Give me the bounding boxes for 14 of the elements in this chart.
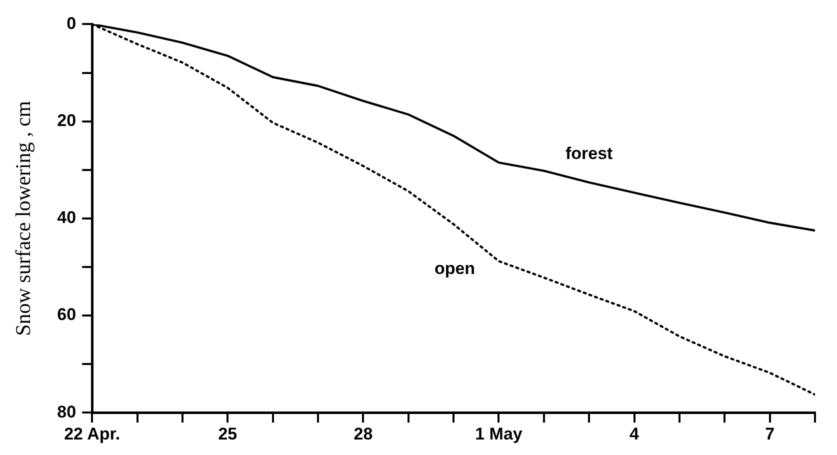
y-tick-label: 40 bbox=[57, 208, 76, 228]
y-tick-label: 60 bbox=[57, 305, 76, 324]
series-label: open bbox=[434, 258, 476, 278]
x-tick-label: 1 May bbox=[475, 424, 523, 444]
x-tick-label: 4 bbox=[630, 424, 640, 444]
y-axis-title: Snow surface lowering , cm bbox=[11, 100, 36, 336]
y-tick-label: 20 bbox=[57, 110, 76, 130]
x-tick-label: 22 Apr. bbox=[64, 424, 120, 444]
x-tick-label: 28 bbox=[354, 424, 373, 444]
series-label: forest bbox=[565, 144, 614, 164]
x-tick-label: 7 bbox=[765, 424, 775, 444]
y-tick-label: 80 bbox=[57, 402, 76, 422]
x-tick-label: 25 bbox=[218, 424, 238, 444]
y-tick-label: 0 bbox=[66, 14, 76, 33]
